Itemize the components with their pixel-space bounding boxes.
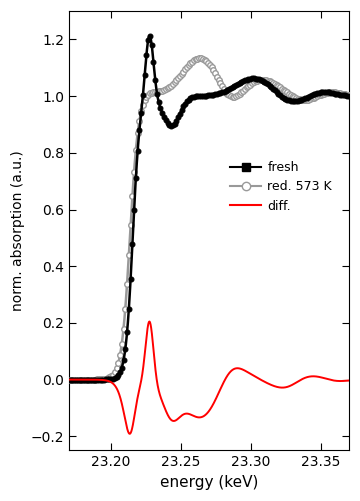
X-axis label: energy (keV): energy (keV) (160, 475, 258, 490)
Legend: fresh, red. 573 K, diff.: fresh, red. 573 K, diff. (225, 156, 337, 217)
Y-axis label: norm. absorption (a.u.): norm. absorption (a.u.) (11, 150, 25, 311)
